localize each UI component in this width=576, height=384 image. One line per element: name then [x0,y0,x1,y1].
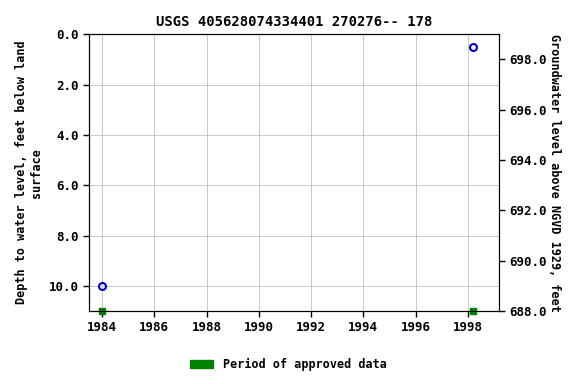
Y-axis label: Depth to water level, feet below land
surface: Depth to water level, feet below land su… [15,41,43,305]
Legend: Period of approved data: Period of approved data [185,354,391,376]
Title: USGS 405628074334401 270276-- 178: USGS 405628074334401 270276-- 178 [156,15,432,29]
Y-axis label: Groundwater level above NGVD 1929, feet: Groundwater level above NGVD 1929, feet [548,34,561,311]
